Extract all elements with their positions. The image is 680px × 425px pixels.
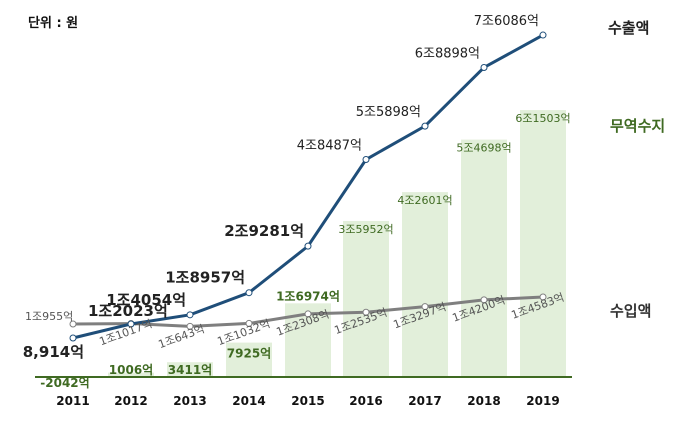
balance-label: 1006억 — [109, 363, 153, 377]
x-tick-label: 2018 — [467, 394, 500, 408]
export-label: 2조9281억 — [224, 222, 304, 240]
export-label: 8,914억 — [23, 343, 84, 361]
data-point — [421, 303, 429, 311]
x-tick-label: 2014 — [232, 394, 265, 408]
data-point — [127, 320, 135, 328]
data-point — [186, 311, 194, 319]
x-tick-label: 2011 — [56, 394, 89, 408]
balance-bar — [402, 192, 448, 377]
balance-label: -2042억 — [40, 376, 89, 390]
data-point — [539, 293, 547, 301]
export-label: 6조8898억 — [415, 46, 480, 61]
data-point — [421, 122, 429, 130]
x-tick-label: 2015 — [291, 394, 324, 408]
balance-bar — [343, 220, 389, 377]
data-point — [480, 63, 488, 71]
import-label: 1조955억 — [25, 310, 73, 323]
data-point — [245, 289, 253, 297]
data-point — [186, 322, 194, 330]
data-point — [245, 319, 253, 327]
balance-bar — [520, 110, 566, 378]
x-tick-label: 2013 — [173, 394, 206, 408]
export-label: 1조2023억 — [88, 302, 168, 320]
data-point — [362, 308, 370, 316]
balance-label: 4조2601억 — [397, 194, 452, 207]
data-point — [362, 156, 370, 164]
balance-bar — [226, 342, 272, 377]
data-point — [480, 296, 488, 304]
x-tick-label: 2019 — [526, 394, 559, 408]
balance-label: 7925억 — [227, 347, 271, 361]
export-label: 7조6086억 — [474, 14, 539, 29]
balance-label: 3조5952억 — [338, 223, 393, 236]
export-label: 1조8957억 — [165, 269, 245, 287]
balance-label: 6조1503억 — [515, 112, 570, 125]
x-tick-label: 2017 — [408, 394, 441, 408]
x-tick-label: 2012 — [114, 394, 147, 408]
data-point — [304, 242, 312, 250]
data-point — [69, 334, 77, 342]
data-point — [539, 31, 547, 39]
legend-imports: 수입액 — [610, 302, 651, 320]
legend-exports: 수출액 — [608, 19, 649, 37]
data-point — [304, 310, 312, 318]
legend-balance: 무역수지 — [610, 117, 665, 135]
import-label: 1조1017억 — [98, 317, 154, 348]
balance-bar — [167, 362, 213, 377]
data-point — [69, 320, 77, 328]
balance-label: 5조4698억 — [456, 142, 511, 155]
unit-label: 단위 : 원 — [28, 15, 78, 31]
export-label: 1조4054억 — [106, 291, 186, 309]
balance-label: 3411억 — [168, 363, 212, 377]
export-label: 4조8487억 — [297, 139, 362, 154]
balance-bar — [108, 372, 154, 377]
balance-bar — [461, 139, 507, 377]
x-tick-label: 2016 — [349, 394, 382, 408]
balance-label: 1조6974억 — [276, 289, 340, 303]
export-label: 5조5898억 — [356, 105, 421, 120]
